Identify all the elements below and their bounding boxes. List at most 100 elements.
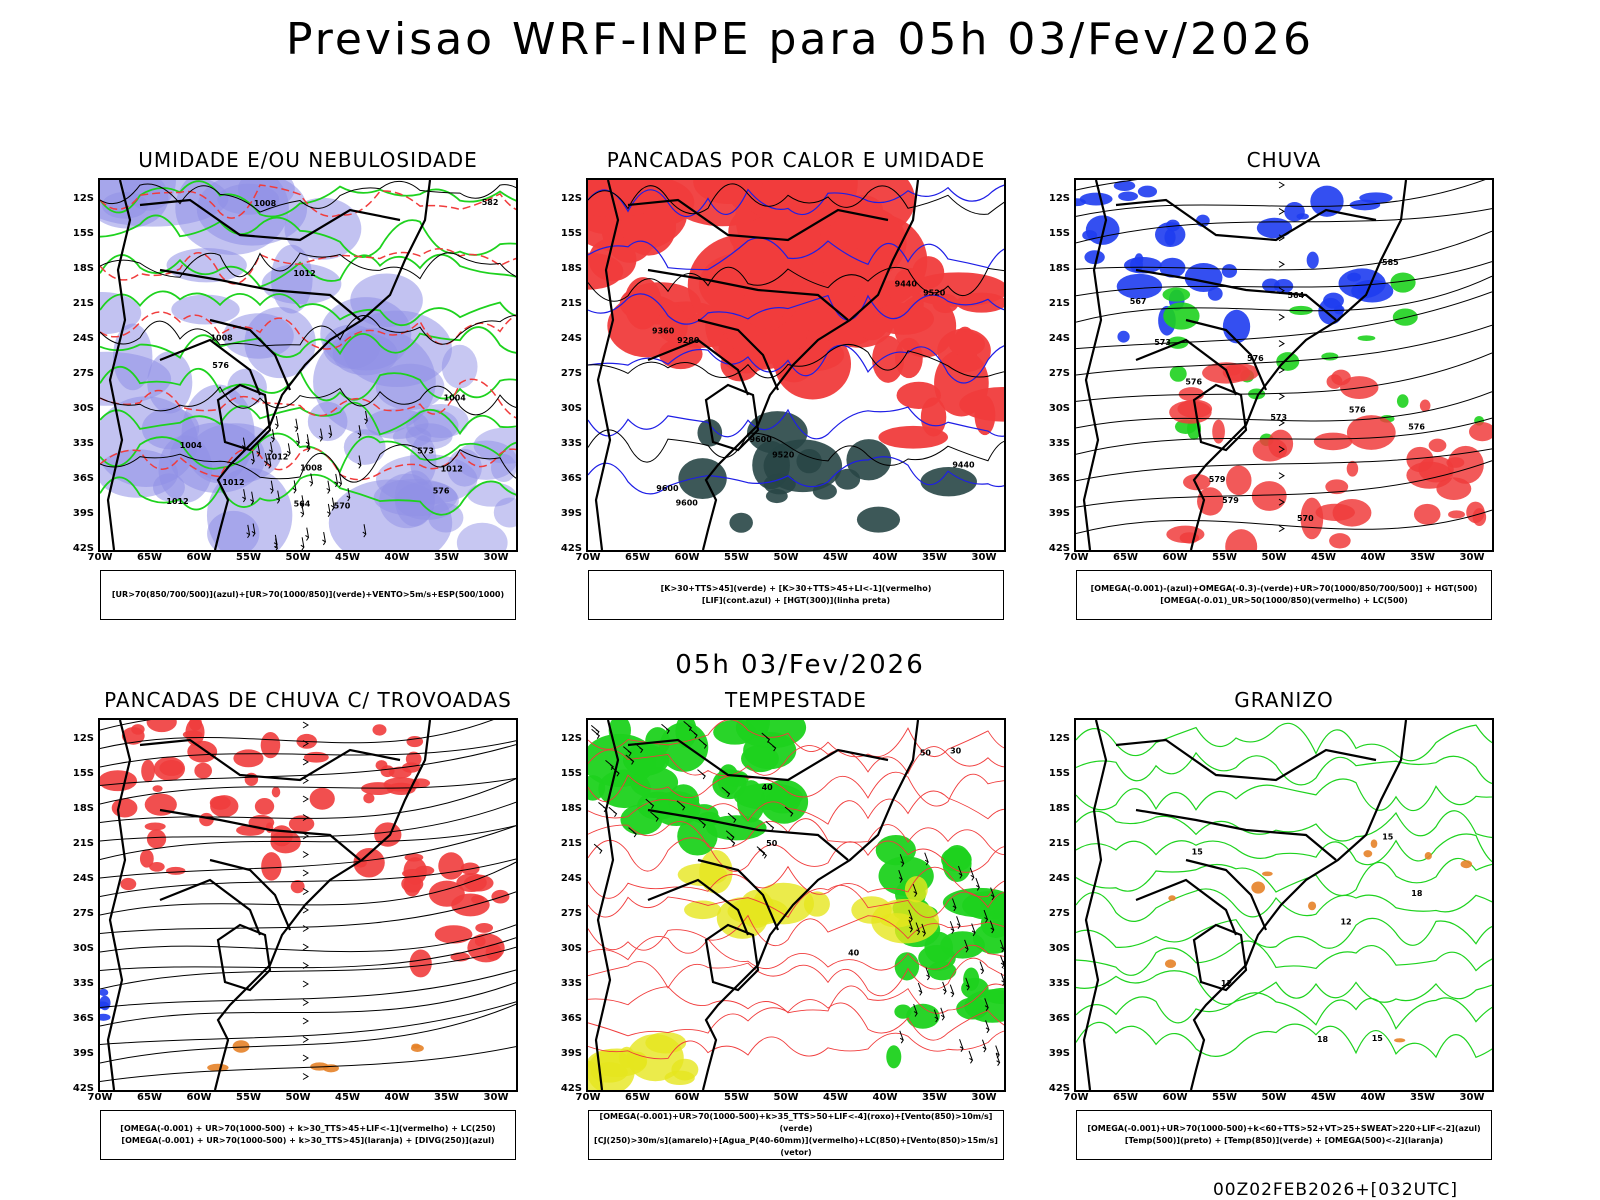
thunder-red xyxy=(100,720,431,897)
coastline-borders xyxy=(594,720,920,1090)
panel-legend: [OMEGA(-0.001) + UR>70(1000-500) + k>30_… xyxy=(100,1110,516,1160)
contour-labels: 579 576 576 576 573 570 567 564 576 585 579 573 xyxy=(1130,258,1426,523)
contour-label: 9600 xyxy=(750,435,773,444)
lon-tick: 50W xyxy=(285,1092,311,1103)
contour-labels: 15 18 18 15 12 12 15 xyxy=(1192,832,1423,1044)
lon-tick: 70W xyxy=(1063,552,1089,563)
lat-tick: 15S xyxy=(560,768,582,779)
coastline-borders xyxy=(1082,720,1408,1090)
panel-granizo: GRANIZO 15 18 18 15 12 12 15 12S 15S 18S 21S 24S 27S 3… xyxy=(1036,688,1496,1168)
lat-tick: 39S xyxy=(560,508,582,519)
lon-tick: 65W xyxy=(625,1092,650,1103)
lon-tick: 65W xyxy=(1113,552,1138,563)
contour-label: 1008 xyxy=(254,199,277,208)
contour-label: 1012 xyxy=(166,497,188,506)
contour-label: 1008 xyxy=(300,464,323,473)
thickness-contours xyxy=(100,184,516,481)
legend-line: [K>30+TTS>45](verde) + [K>30+TTS>45+LI<-… xyxy=(660,584,932,593)
lon-tick: 45W xyxy=(1311,1092,1336,1103)
contour-labels: 40 50 50 30 40 xyxy=(762,747,962,958)
lat-tick: 30S xyxy=(72,943,94,954)
map-plot: 579 576 576 576 573 570 567 564 576 585 579 573 xyxy=(1074,178,1494,552)
lat-tick: 36S xyxy=(72,473,94,484)
lon-tick: 55W xyxy=(236,1092,261,1103)
lat-tick: 36S xyxy=(72,1013,94,1024)
contour-label: 579 xyxy=(1209,475,1226,484)
legend-line: [OMEGA(-0.001) + UR>70(1000-500) + k>30_… xyxy=(120,1124,496,1133)
contour-label: 573 xyxy=(1270,413,1287,422)
lat-tick: 27S xyxy=(560,368,582,379)
temperature-850-contours xyxy=(1076,722,1492,1059)
humidity-mid-layer-east xyxy=(373,344,516,550)
contour-label: 576 xyxy=(433,486,450,495)
legend-line: [Temp(500)](preto) + [Temp(850)](verde) … xyxy=(1124,1136,1444,1145)
panel-trovoadas: PANCADAS DE CHUVA C/ TROVOADAS 12S 15S 18S 2… xyxy=(60,688,520,1168)
lon-tick: 30W xyxy=(483,552,509,563)
lat-tick: 12S xyxy=(560,733,582,744)
lon-tick: 45W xyxy=(1311,552,1336,563)
contour-label: 573 xyxy=(417,446,434,455)
lon-tick: 40W xyxy=(872,1092,898,1103)
lat-tick: 39S xyxy=(72,508,94,519)
contour-label: 9360 xyxy=(652,326,675,335)
panel-title: PANCADAS POR CALOR E UMIDADE xyxy=(606,148,986,172)
lon-tick: 65W xyxy=(625,552,650,563)
lat-tick: 33S xyxy=(72,438,94,449)
legend-line: [OMEGA(-0.001)+UR>70(1000-500)+k<60+TTS>… xyxy=(1087,1124,1481,1133)
contour-label: 570 xyxy=(1297,514,1314,523)
panel-title: UMIDADE E/OU NEBULOSIDADE xyxy=(138,148,478,172)
contour-label: 1012 xyxy=(441,465,463,474)
lon-tick: 55W xyxy=(724,1092,749,1103)
lon-tick: 40W xyxy=(872,552,898,563)
lon-tick: 40W xyxy=(384,552,410,563)
lat-tick: 39S xyxy=(72,1048,94,1059)
legend-line: [OMEGA(-0.001) + UR>70(1000-500) + k>30_… xyxy=(121,1136,495,1145)
lat-tick: 42S xyxy=(72,1083,94,1094)
lon-tick: 50W xyxy=(1261,552,1287,563)
lat-tick: 36S xyxy=(1048,1013,1070,1024)
map-svg: 1012 1012 1012 1012 1008 1004 1004 1008 1012 1008… xyxy=(100,180,516,550)
contour-label: 585 xyxy=(1382,258,1399,267)
mid-date: 05h 03/Fev/2026 xyxy=(675,650,925,680)
legend-line: [UR>70(850/700/500)](azul)+[UR>70(1000/8… xyxy=(111,590,505,599)
contour-label: 9440 xyxy=(895,279,918,288)
legend-line: [OMEGA(-0.001)-(azul)+OMEGA(-0.3)-(verde… xyxy=(1090,584,1478,593)
lat-tick: 27S xyxy=(1048,908,1070,919)
contour-label: 15 xyxy=(1192,848,1204,857)
panel-umidade: UMIDADE E/OU NEBULOSIDADE 1012 1012 1012 101… xyxy=(60,148,520,628)
contour-label: 9440 xyxy=(952,460,975,469)
jet-yellow-south xyxy=(588,1032,699,1090)
legend-line: [LIF](cont.azul) + [HGT(300)](linha pret… xyxy=(701,596,891,605)
lat-tick: 21S xyxy=(560,298,582,309)
lat-tick: 42S xyxy=(560,1083,582,1094)
divergence-blue xyxy=(100,988,111,1021)
lon-tick: 70W xyxy=(575,552,601,563)
lat-tick: 12S xyxy=(560,193,582,204)
lon-tick: 65W xyxy=(137,1092,162,1103)
geopotential-300 xyxy=(588,183,1004,466)
lat-tick: 18S xyxy=(72,263,94,274)
lon-tick: 70W xyxy=(87,1092,113,1103)
contour-label: 40 xyxy=(762,783,774,792)
lon-tick: 35W xyxy=(922,552,947,563)
contour-label: 15 xyxy=(1382,832,1394,841)
lon-tick: 70W xyxy=(1063,1092,1089,1103)
lat-tick: 27S xyxy=(560,908,582,919)
contour-label: 12 xyxy=(1221,979,1232,988)
panel-pancadas_calor: PANCADAS POR CALOR E UMIDADE 9520 9600 9600… xyxy=(548,148,1008,628)
lon-tick: 30W xyxy=(1459,1092,1485,1103)
lat-tick: 30S xyxy=(72,403,94,414)
lat-tick: 24S xyxy=(72,873,94,884)
contour-label: 564 xyxy=(1287,291,1304,300)
lat-tick: 27S xyxy=(1048,368,1070,379)
lon-tick: 30W xyxy=(971,1092,997,1103)
lon-axis: 70W 65W 60W 55W 50W 45W 40W 35W 30W xyxy=(576,552,1006,566)
streamlines-250 xyxy=(100,720,516,1082)
contour-label: 9280 xyxy=(677,336,700,345)
coastline-borders xyxy=(594,180,920,550)
contour-label: 9600 xyxy=(676,498,699,507)
lon-tick: 35W xyxy=(434,1092,459,1103)
lat-tick: 36S xyxy=(560,1013,582,1024)
omega-red xyxy=(1166,362,1492,550)
lon-axis: 70W 65W 60W 55W 50W 45W 40W 35W 30W xyxy=(88,552,518,566)
